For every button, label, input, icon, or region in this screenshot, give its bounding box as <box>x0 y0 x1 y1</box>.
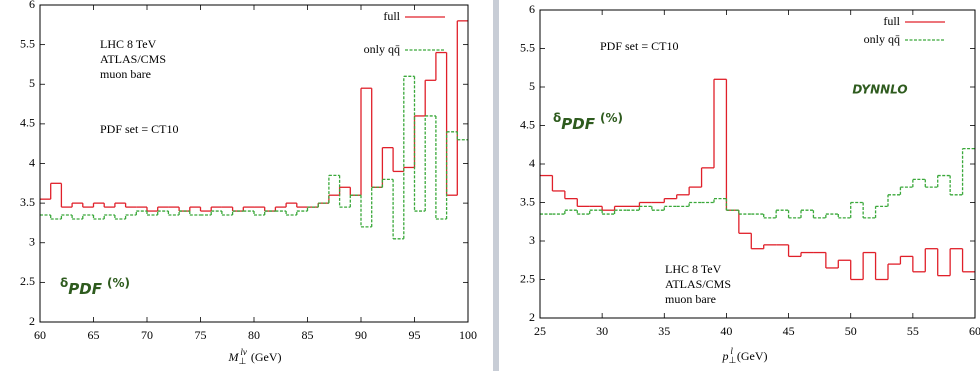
y-tick-label: 3 <box>529 233 535 247</box>
x-tick-label: 90 <box>355 328 367 342</box>
x-label-sub: ⊥ <box>239 356 247 366</box>
y-tick-label: 5 <box>29 76 35 90</box>
x-tick-label: 65 <box>88 328 100 342</box>
x-tick-label: 30 <box>596 324 608 338</box>
y-tick-label: 5.5 <box>20 36 35 50</box>
annotation: muon bare <box>100 67 151 81</box>
x-tick-label: 80 <box>248 328 260 342</box>
overlay-label: δPDF (%) <box>60 276 130 298</box>
y-tick-label: 5 <box>529 79 535 93</box>
annotation: ATLAS/CMS <box>665 277 731 291</box>
legend-label: full <box>383 9 400 23</box>
x-tick-label: 60 <box>34 328 46 342</box>
y-tick-label: 3.5 <box>520 194 535 208</box>
x-tick-label: 25 <box>534 324 546 338</box>
y-tick-label: 4 <box>529 156 535 170</box>
x-tick-label: 95 <box>409 328 421 342</box>
x-tick-label: 35 <box>658 324 670 338</box>
plot-frame <box>539 9 976 319</box>
watermark: DYNNLO <box>852 83 907 97</box>
x-tick-label: 100 <box>459 328 477 342</box>
x-axis-label: M⊥lν (GeV) <box>228 347 282 366</box>
overlay-unit: (%) <box>600 111 623 125</box>
annotation: LHC 8 TeV <box>100 37 157 51</box>
step-riser <box>564 148 964 218</box>
legend-label: full <box>883 14 900 28</box>
x-tick-label: 55 <box>907 324 919 338</box>
annotation: PDF set = CT10 <box>600 39 678 53</box>
annotation: PDF set = CT10 <box>100 122 178 136</box>
annotation: LHC 8 TeV <box>665 262 722 276</box>
annotation: muon bare <box>665 292 716 306</box>
x-tick-label: 40 <box>720 324 732 338</box>
x-label-symbol: p <box>721 349 728 363</box>
overlay-symbol: δ <box>60 276 68 290</box>
y-tick-label: 2.5 <box>20 274 35 288</box>
overlay-symbol: δ <box>553 111 561 125</box>
overlay-sub: PDF <box>561 115 595 133</box>
chart: 2 2.5 3 3.5 4 4.5 5 5.5 6 60 65 70 75 80 85 90 95 100 full… <box>20 0 477 366</box>
x-tick-label: 85 <box>302 328 314 342</box>
divider <box>493 0 499 371</box>
overlay-sub: PDF <box>68 280 102 298</box>
x-label-sup: l <box>730 346 733 356</box>
x-tick-label: 60 <box>969 324 980 338</box>
y-tick-label: 6 <box>29 0 35 11</box>
annotation: ATLAS/CMS <box>100 52 166 66</box>
x-label-symbol: M <box>228 350 240 364</box>
x-label-unit: (GeV) <box>251 350 282 364</box>
plot-frame <box>39 4 469 323</box>
y-tick-label: 2 <box>29 314 35 328</box>
y-tick-label: 4.5 <box>20 116 35 130</box>
x-label-unit: (GeV) <box>737 349 768 363</box>
legend-label: only qq̄ <box>864 32 900 46</box>
y-tick-label: 6 <box>529 2 535 16</box>
x-label-sup: lν <box>240 347 247 357</box>
y-tick-label: 2.5 <box>520 271 535 285</box>
chart: 2 2.5 3 3.5 4 4.5 5 5.5 6 25 30 35 40 45 50 55 60 full onl… <box>520 2 980 365</box>
x-axis-label: p⊥l (GeV) <box>721 346 767 365</box>
step-riser <box>50 76 458 239</box>
y-tick-label: 2 <box>529 310 535 324</box>
x-tick-label: 50 <box>845 324 857 338</box>
overlay-label: δPDF (%) <box>553 111 623 133</box>
y-tick-label: 3.5 <box>20 195 35 209</box>
overlay-unit: (%) <box>107 276 130 290</box>
x-label-sub: ⊥ <box>728 355 736 365</box>
x-tick-label: 75 <box>195 328 207 342</box>
legend-label: only qq̄ <box>364 42 400 56</box>
y-tick-label: 4.5 <box>520 117 535 131</box>
y-tick-label: 5.5 <box>520 40 535 54</box>
x-tick-label: 45 <box>783 324 795 338</box>
y-tick-label: 3 <box>29 235 35 249</box>
y-tick-label: 4 <box>29 155 35 169</box>
x-tick-label: 70 <box>141 328 153 342</box>
